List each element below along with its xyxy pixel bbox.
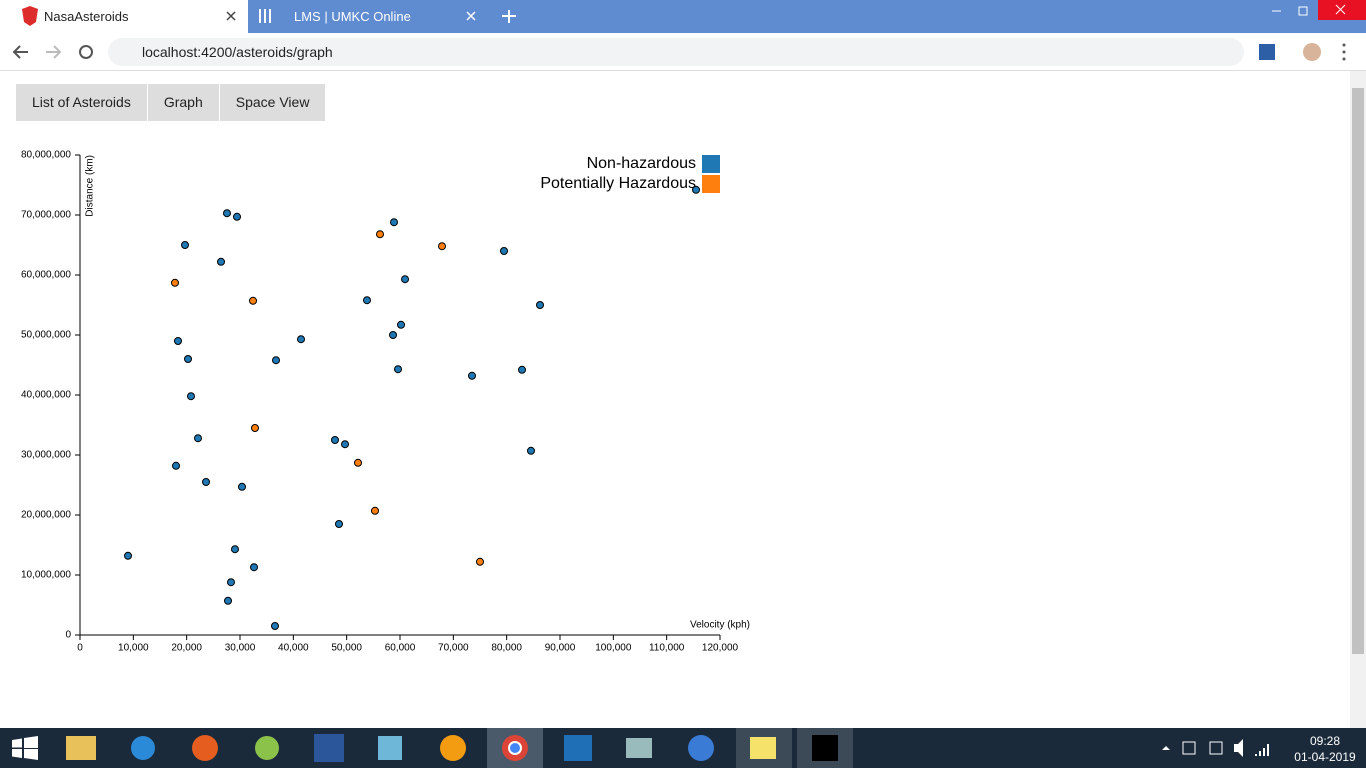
x-tick-label: 120,000: [702, 643, 739, 654]
y-tick-label: 50,000,000: [21, 330, 71, 341]
point: [334, 520, 343, 528]
x-tick-label: 70,000: [438, 643, 469, 654]
point: [354, 458, 362, 467]
clock-date[interactable]: 01-04-2019: [1294, 750, 1356, 764]
scrollbar[interactable]: [1350, 71, 1366, 728]
x-tick-label: 50,000: [331, 643, 362, 654]
point: [233, 212, 242, 221]
point: [330, 436, 339, 444]
y-tick-label: 70,000,000: [21, 210, 71, 221]
tab[interactable]: LMS | UMKC Online: [294, 9, 411, 24]
point: [250, 563, 258, 572]
y-tick-label: 40,000,000: [21, 390, 71, 401]
scroll-thumb[interactable]: [1352, 88, 1364, 654]
point: [170, 278, 179, 287]
nav-button[interactable]: Space View: [219, 84, 326, 121]
point: [226, 578, 235, 587]
point: [202, 478, 210, 486]
x-tick-label: 30,000: [225, 643, 256, 654]
point: [172, 461, 180, 470]
point: [468, 371, 476, 380]
point: [186, 392, 195, 401]
point: [174, 337, 182, 345]
y-tick-label: 60,000,000: [21, 270, 71, 281]
legend-label: Potentially Hazardous: [540, 175, 696, 192]
nav-buttons: List of Asteroids Graph Space View: [16, 84, 326, 121]
point: [390, 218, 398, 227]
legend-label: Non-hazardous: [587, 155, 696, 172]
point: [249, 296, 258, 305]
legend-swatch: [702, 155, 720, 173]
tab-bar: NasaAsteroids LMS | UMKC Online: [0, 0, 1366, 33]
point: [500, 247, 508, 255]
point: [536, 301, 544, 309]
x-tick-label: 10,000: [118, 643, 149, 654]
point: [272, 356, 280, 365]
point: [401, 275, 410, 284]
x-tick-label: 110,000: [649, 643, 685, 654]
y-tick-label: 30,000,000: [21, 450, 71, 461]
point: [362, 296, 371, 305]
y-tick-label: 0: [65, 630, 71, 641]
nav-button[interactable]: Graph: [147, 84, 219, 121]
x-tick-label: 100,000: [595, 643, 632, 654]
point: [692, 185, 700, 194]
point: [270, 622, 279, 630]
x-tick-label: 0: [77, 643, 83, 654]
point: [394, 365, 402, 374]
x-tick-label: 60,000: [385, 643, 416, 654]
legend-swatch: [702, 175, 720, 193]
y-tick-label: 20,000,000: [21, 510, 71, 521]
point: [389, 331, 398, 339]
point: [376, 230, 384, 239]
y-tick-label: 80,000,000: [21, 150, 71, 161]
nav-button[interactable]: List of Asteroids: [16, 84, 147, 121]
point: [238, 482, 246, 491]
point: [370, 506, 379, 515]
point: [526, 446, 535, 455]
tab-icons: [22, 0, 1366, 26]
clock-time[interactable]: 09:28: [1309, 734, 1341, 748]
point: [124, 551, 132, 560]
point: [224, 596, 232, 605]
address-bar: localhost:4200/asteroids/graph: [0, 33, 1366, 71]
taskbar-icons: [12, 728, 1269, 768]
y-axis-label: Distance (km): [85, 155, 96, 217]
point: [217, 257, 226, 266]
point: [222, 209, 231, 218]
point: [518, 365, 526, 374]
y-tick-label: 10,000,000: [21, 570, 71, 581]
x-tick-label: 80,000: [491, 643, 522, 654]
tab[interactable]: NasaAsteroids: [0, 0, 248, 33]
point: [341, 440, 350, 449]
point: [297, 335, 306, 344]
point: [194, 434, 202, 443]
chart: 0 10,000,000 20,000,000 30,000,000 40,000,00…: [21, 150, 750, 654]
point: [230, 545, 239, 554]
point: [184, 355, 192, 363]
x-axis-label: Velocity (kph): [690, 620, 750, 631]
point: [476, 557, 484, 566]
point: [397, 320, 406, 329]
point: [438, 242, 446, 251]
x-tick-label: 40,000: [278, 643, 309, 654]
url-field[interactable]: localhost:4200/asteroids/graph: [108, 38, 1244, 66]
taskbar: 09:28 01-04-2019: [0, 728, 1366, 768]
point: [181, 241, 190, 249]
x-tick-label: 90,000: [545, 643, 576, 654]
x-tick-label: 20,000: [171, 643, 202, 654]
point: [250, 424, 259, 432]
